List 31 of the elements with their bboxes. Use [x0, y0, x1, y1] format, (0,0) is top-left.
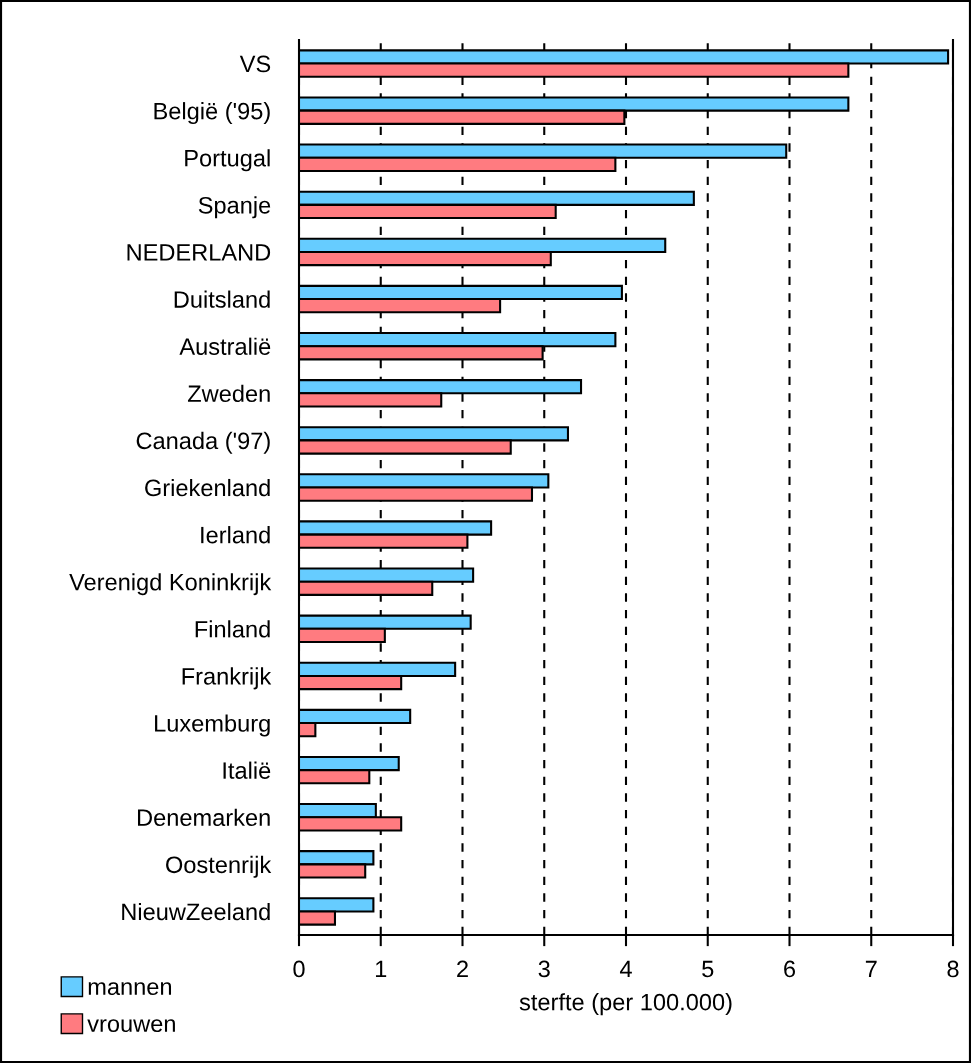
y-tick-label: Oostenrijk — [166, 855, 272, 878]
y-tick-label: Frankrijk — [182, 667, 272, 690]
x-tick-label: 1 — [375, 960, 387, 978]
y-tick-label: Verenigd Koninkrijk — [69, 573, 272, 596]
y-tick-label: Ierland — [201, 526, 270, 544]
x-tick-label: 5 — [702, 960, 714, 978]
x-tick-label: 4 — [619, 960, 632, 978]
y-tick-label: Canada ('97) — [136, 431, 270, 454]
y-tick-label: Denemarken — [137, 808, 270, 827]
x-tick-label: 0 — [293, 960, 305, 978]
legend-label: vrouwen — [87, 1019, 175, 1033]
y-tick-label: VS — [239, 55, 271, 73]
legend-label: mannen — [88, 982, 172, 996]
y-tick-label: België ('95) — [154, 102, 270, 125]
x-tick-label: 3 — [538, 960, 550, 978]
y-tick-label: Portugal — [185, 149, 270, 172]
x-axis-title: sterfte (per 100.000) — [519, 993, 732, 1016]
x-tick-label: 2 — [457, 960, 468, 978]
y-tick-label: Zweden — [187, 384, 270, 403]
y-tick-label: Griekenland — [145, 478, 270, 497]
x-tick-label: 6 — [784, 960, 796, 978]
y-tick-label: Australië — [179, 337, 271, 355]
y-tick-label: NEDERLAND — [127, 244, 271, 261]
y-tick-label: NieuwZeeland — [122, 902, 270, 921]
y-tick-label: Luxemburg — [155, 714, 270, 737]
x-tick-label: 7 — [865, 960, 877, 978]
y-tick-label: Duitsland — [174, 290, 270, 308]
y-tick-label: Italië — [223, 761, 271, 779]
y-tick-label: Finland — [195, 620, 270, 638]
y-tick-label: Spanje — [198, 196, 271, 219]
x-tick-label: 8 — [947, 960, 959, 978]
